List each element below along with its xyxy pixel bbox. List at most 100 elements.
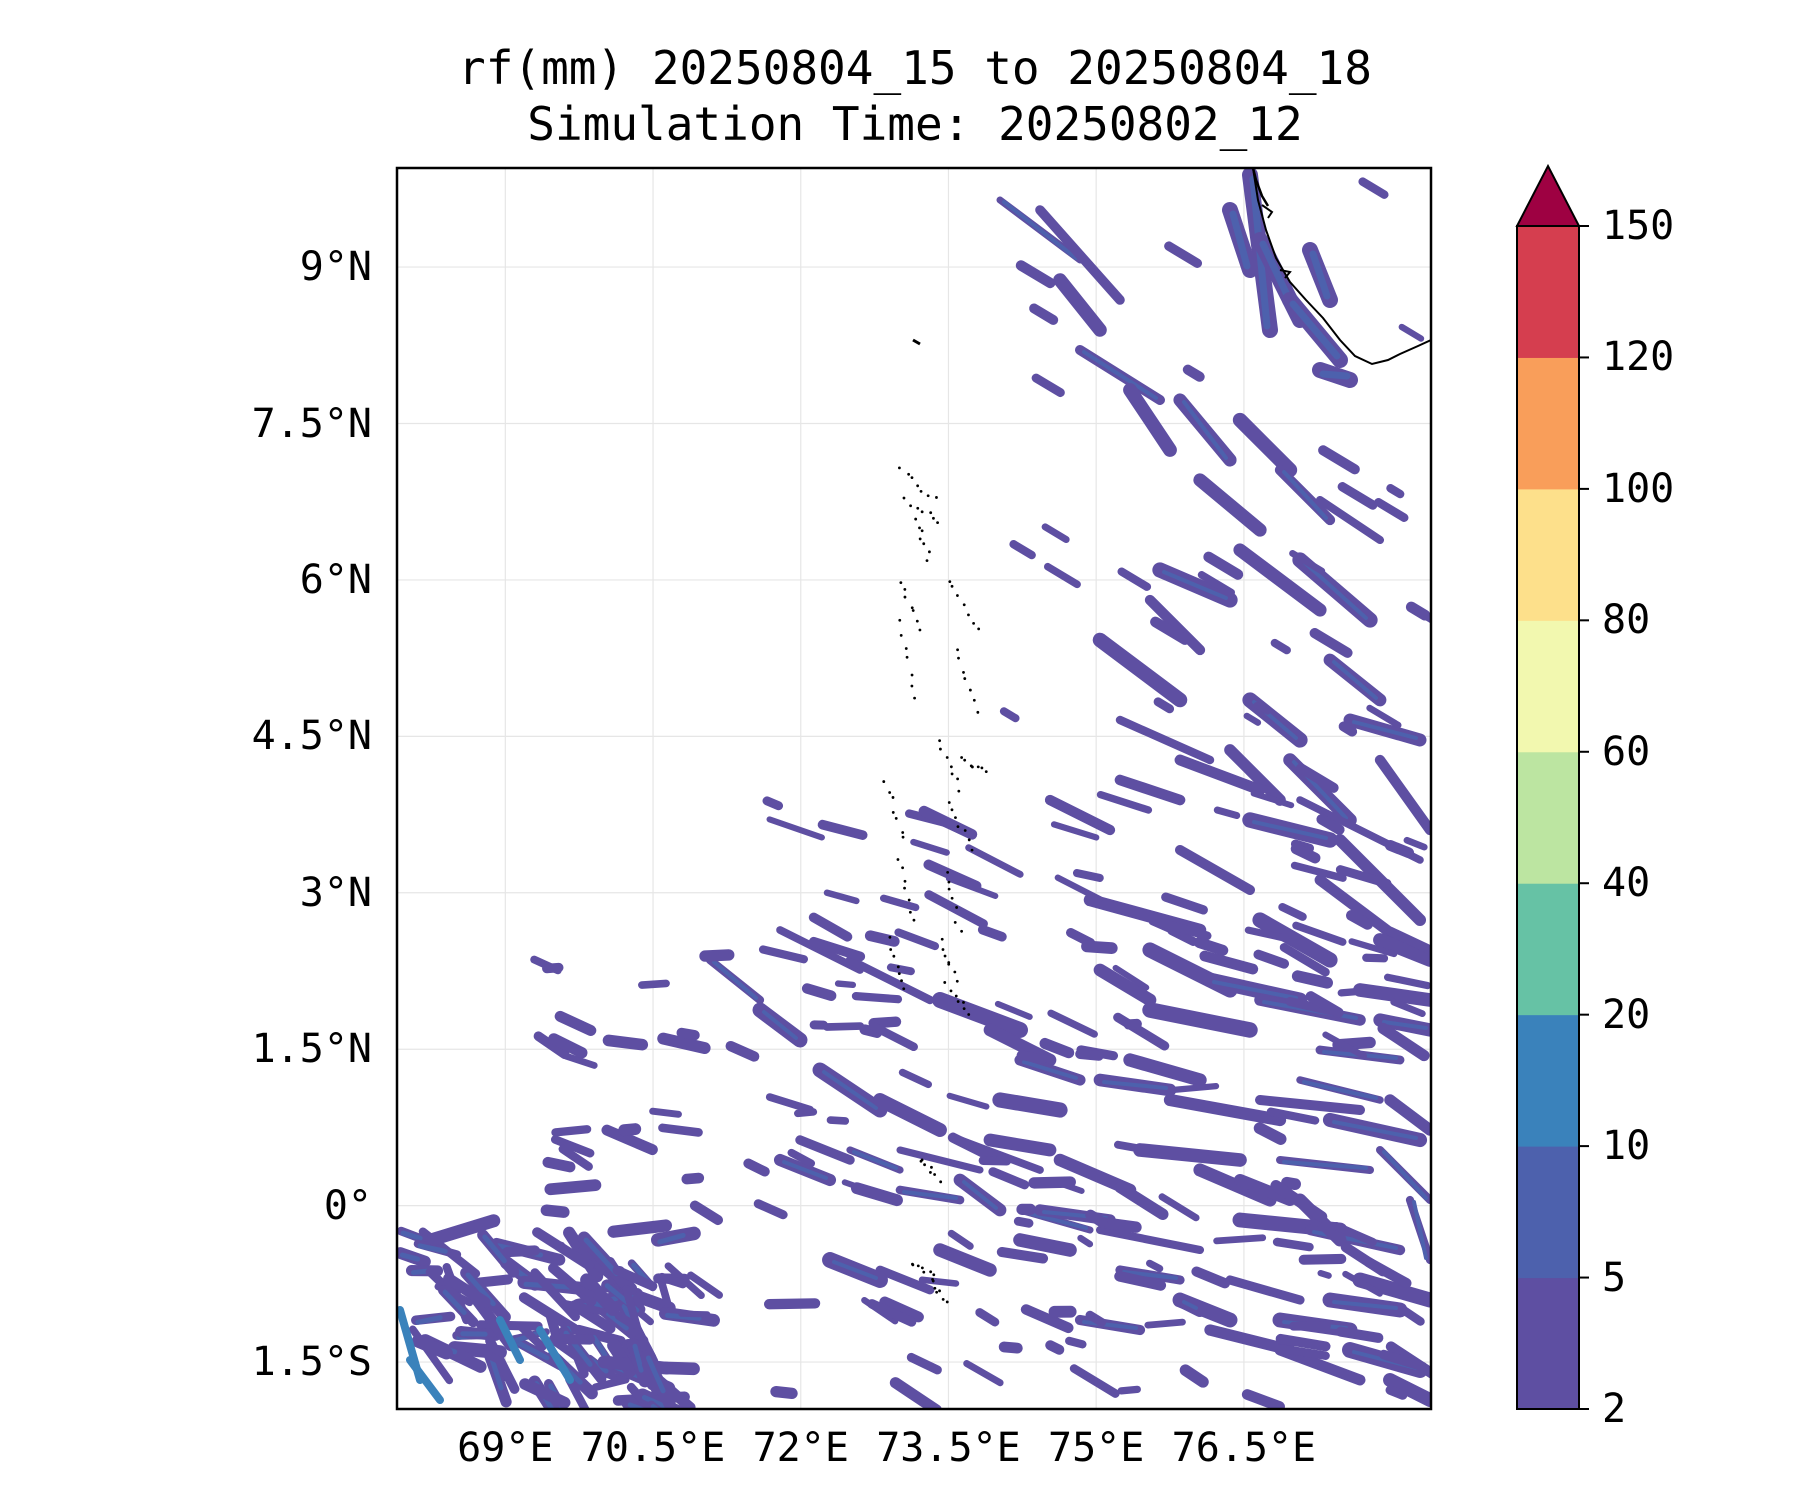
blob-47 <box>1065 1336 1087 1349</box>
rain-band-58 <box>1095 1225 1205 1255</box>
atoll-dot-9-2 <box>891 796 895 799</box>
blob-111 <box>1348 938 1398 958</box>
blob-68 <box>1363 1257 1412 1289</box>
blob-67 <box>996 1246 1049 1264</box>
blob-24 <box>841 1179 857 1189</box>
rain-core-66 <box>1302 1080 1378 1100</box>
blob-129 <box>1277 1344 1330 1360</box>
blob-mid-24 <box>766 816 825 841</box>
atoll-dot-0-6 <box>935 496 938 499</box>
lat-tick-label-6: 0° <box>323 1182 372 1229</box>
atoll-dot-18-6 <box>945 1300 949 1304</box>
blob-mid-8 <box>1346 910 1373 930</box>
atoll-dot-5-6 <box>913 696 916 700</box>
atoll-dot-8-3 <box>970 765 974 769</box>
blob-north-11 <box>1374 497 1409 522</box>
lon-tick-label-5: 76.5°E <box>1171 1425 1317 1471</box>
atoll-dot-3-5 <box>915 619 919 623</box>
rain-core-75 <box>1122 1270 1178 1280</box>
blob-42 <box>889 1377 942 1409</box>
blob-mid-30 <box>894 928 940 951</box>
atoll-dot-6-5 <box>972 698 976 702</box>
atoll-dot-13-3 <box>896 965 900 969</box>
rain-core-33 <box>1212 980 1298 1000</box>
atoll-dot-17-2 <box>916 1264 920 1268</box>
rain-band-71 <box>1352 1272 1431 1308</box>
atoll-dot-6-4 <box>968 688 972 692</box>
blob-43 <box>562 1052 598 1069</box>
blob-136 <box>1146 1259 1164 1273</box>
sw-cluster-81 <box>622 1284 644 1341</box>
blob-101 <box>975 1308 1000 1327</box>
blob-north-26 <box>1318 445 1360 475</box>
coast-lagoon <box>1279 269 1292 279</box>
blob-131 <box>1275 1333 1331 1352</box>
atoll-dot-0-1 <box>907 472 911 476</box>
atoll-dot-4-6 <box>977 627 981 631</box>
blob-88 <box>859 1024 883 1038</box>
rain-band-42 <box>776 926 864 974</box>
atoll-dot-5-5 <box>910 684 914 688</box>
blob-69 <box>1291 970 1333 989</box>
atoll-dot-0-3 <box>916 484 920 488</box>
blob-50 <box>918 1276 960 1287</box>
blob-north-25 <box>1338 721 1358 737</box>
blob-36 <box>550 1135 595 1158</box>
map-frame <box>395 166 1433 1411</box>
blob-127 <box>763 1298 821 1310</box>
blob-mid-2 <box>808 912 853 942</box>
blob-32 <box>1013 1216 1034 1228</box>
blob-5 <box>1114 1181 1169 1221</box>
blob-north-15 <box>1253 702 1271 715</box>
atoll-dot-4-0 <box>948 580 952 584</box>
atoll-dot-12-6 <box>960 929 964 933</box>
sw-cluster-88 <box>443 1273 491 1308</box>
blob-north-1 <box>1164 241 1203 268</box>
rain-band-92 <box>1233 1173 1297 1207</box>
sw-cluster-52 <box>550 1337 586 1365</box>
rain-core-63 <box>782 1160 828 1180</box>
atoll-dot-15-3 <box>956 1000 960 1003</box>
blob-91 <box>743 1158 770 1177</box>
atoll-dot-7-0 <box>938 739 942 743</box>
blob-north-2 <box>1182 364 1205 382</box>
blob-119 <box>1045 1340 1065 1355</box>
blob-6 <box>566 1281 596 1299</box>
lat-tick-label-1: 7.5°N <box>251 400 372 447</box>
blob-33 <box>988 1167 1030 1190</box>
atoll-dot-9-5 <box>901 831 905 834</box>
blob-139 <box>1075 1049 1104 1061</box>
atoll-dot-16-3 <box>930 1165 933 1169</box>
atoll-dot-12-1 <box>947 880 951 884</box>
atoll-dot-5-4 <box>910 673 914 677</box>
blob-north-29 <box>1270 638 1291 655</box>
atoll-dot-16-5 <box>933 1173 936 1176</box>
blob-north-12 <box>1117 567 1152 591</box>
colorbar-label-4: 40 <box>1602 860 1651 907</box>
blob-55 <box>851 992 903 1004</box>
blob-39 <box>1112 964 1150 991</box>
lat-tick-label-4: 3°N <box>299 869 372 916</box>
blob-25 <box>978 1156 1012 1166</box>
blob-mid-14 <box>1403 836 1428 851</box>
blob-87 <box>558 1144 593 1171</box>
blob-0 <box>1179 1364 1209 1388</box>
blob-54 <box>1047 1009 1098 1038</box>
atoll-dot-2-0 <box>914 517 918 521</box>
blob-90 <box>1069 1364 1120 1398</box>
sw-cluster-66 <box>549 1333 596 1345</box>
atoll-dot-15-2 <box>954 994 958 998</box>
atoll-dot-11-0 <box>896 858 900 861</box>
coast-rain-core-5 <box>1319 370 1351 380</box>
rain-band-85 <box>992 1092 1068 1118</box>
atoll-dot-11-1 <box>901 866 905 870</box>
sw-cluster-85 <box>470 1344 501 1363</box>
blob-103 <box>1383 973 1431 990</box>
blob-mid-37 <box>817 819 868 840</box>
colorbar-label-0: 2 <box>1602 1386 1627 1432</box>
atoll-dot-6-0 <box>956 648 959 652</box>
blob-9 <box>1253 949 1290 969</box>
rain-core-88 <box>1182 1300 1198 1310</box>
rain-band-18 <box>1174 754 1266 796</box>
